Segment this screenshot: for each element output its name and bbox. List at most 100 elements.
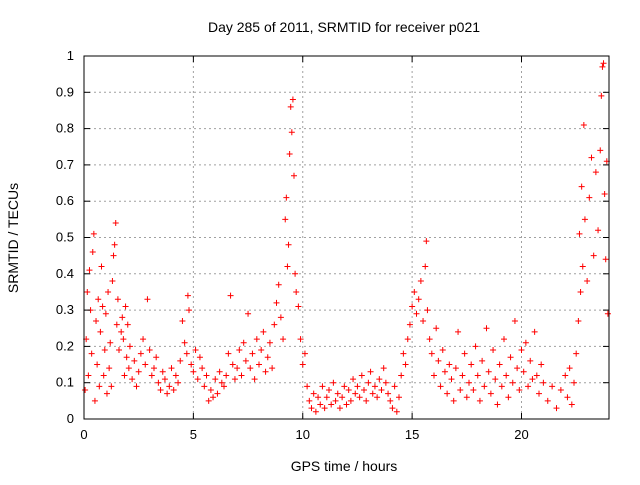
data-point — [201, 383, 208, 390]
axis-ticks: 00.10.20.30.40.50.60.70.80.910 5 10 15 20 — [56, 48, 609, 442]
data-point — [109, 278, 116, 285]
data-point — [459, 372, 466, 379]
data-point — [400, 350, 407, 357]
data-point — [240, 339, 247, 346]
data-point — [225, 350, 232, 357]
data-point — [323, 394, 330, 401]
data-point — [437, 383, 444, 390]
data-point — [371, 383, 378, 390]
data-point — [496, 361, 503, 368]
x-tick-label: 10 — [296, 427, 310, 442]
data-point — [251, 376, 258, 383]
data-point — [85, 372, 92, 379]
data-point — [210, 394, 217, 401]
data-point — [199, 365, 206, 372]
data-point — [599, 63, 606, 70]
data-point — [441, 368, 448, 375]
data-point — [102, 310, 109, 317]
data-point — [446, 361, 453, 368]
data-point — [159, 368, 166, 375]
y-tick-label: 0.1 — [56, 375, 74, 390]
data-point — [420, 317, 427, 324]
data-point — [426, 336, 433, 343]
data-point — [179, 317, 186, 324]
data-point — [566, 365, 573, 372]
data-point — [332, 397, 339, 404]
x-axis-label: GPS time / hours — [291, 458, 398, 474]
data-point — [113, 321, 120, 328]
data-point — [100, 372, 107, 379]
data-point — [229, 361, 236, 368]
x-tick-label: 0 — [80, 427, 87, 442]
data-point — [533, 372, 540, 379]
data-point — [118, 328, 125, 335]
data-point — [126, 343, 133, 350]
data-point — [266, 339, 273, 346]
data-point — [553, 405, 560, 412]
data-point — [119, 314, 126, 321]
data-point — [490, 347, 497, 354]
data-point — [297, 336, 304, 343]
data-point — [97, 328, 104, 335]
data-point — [581, 216, 588, 223]
data-point — [94, 361, 101, 368]
data-point — [256, 361, 262, 368]
data-point — [461, 350, 468, 357]
data-point — [389, 405, 396, 412]
data-point — [98, 263, 105, 270]
data-point — [369, 390, 376, 397]
data-point — [308, 405, 315, 412]
data-point — [315, 394, 322, 401]
x-tick-label: 15 — [405, 427, 419, 442]
data-point — [601, 190, 608, 197]
data-point — [520, 368, 527, 375]
y-axis-label: SRMTID / TECUs — [5, 183, 21, 293]
data-point — [101, 347, 108, 354]
data-point — [181, 339, 188, 346]
data-point — [260, 328, 267, 335]
data-point — [289, 96, 296, 103]
data-point — [339, 394, 346, 401]
data-point — [286, 151, 293, 158]
data-point — [264, 354, 271, 361]
data-point — [172, 372, 179, 379]
data-point — [304, 383, 311, 390]
data-point — [385, 390, 392, 397]
data-point — [96, 383, 103, 390]
data-point — [107, 339, 114, 346]
x-tick-label: 20 — [514, 427, 528, 442]
data-point — [144, 296, 151, 303]
data-point — [424, 307, 431, 314]
data-point — [343, 401, 350, 408]
data-point — [306, 397, 313, 404]
data-point — [448, 376, 455, 383]
data-point — [584, 278, 591, 285]
data-point — [439, 347, 446, 354]
data-point — [577, 288, 584, 295]
data-point — [557, 386, 564, 393]
y-tick-label: 0.8 — [56, 121, 74, 136]
data-point — [312, 408, 319, 415]
data-point — [205, 397, 212, 404]
y-tick-label: 0.2 — [56, 338, 74, 353]
data-point — [573, 350, 580, 357]
data-point — [580, 121, 587, 128]
data-point — [579, 263, 586, 270]
data-point — [518, 347, 525, 354]
data-point — [365, 379, 372, 386]
data-point — [481, 383, 488, 390]
data-point — [112, 219, 119, 226]
data-point — [184, 292, 191, 299]
data-point — [334, 390, 341, 397]
data-points — [82, 60, 611, 415]
data-point — [175, 379, 182, 386]
data-point — [476, 397, 483, 404]
data-point — [374, 394, 381, 401]
data-point — [153, 354, 160, 361]
data-point — [108, 383, 115, 390]
data-point — [387, 397, 394, 404]
data-point — [516, 386, 523, 393]
data-point — [411, 288, 418, 295]
data-point — [503, 372, 510, 379]
